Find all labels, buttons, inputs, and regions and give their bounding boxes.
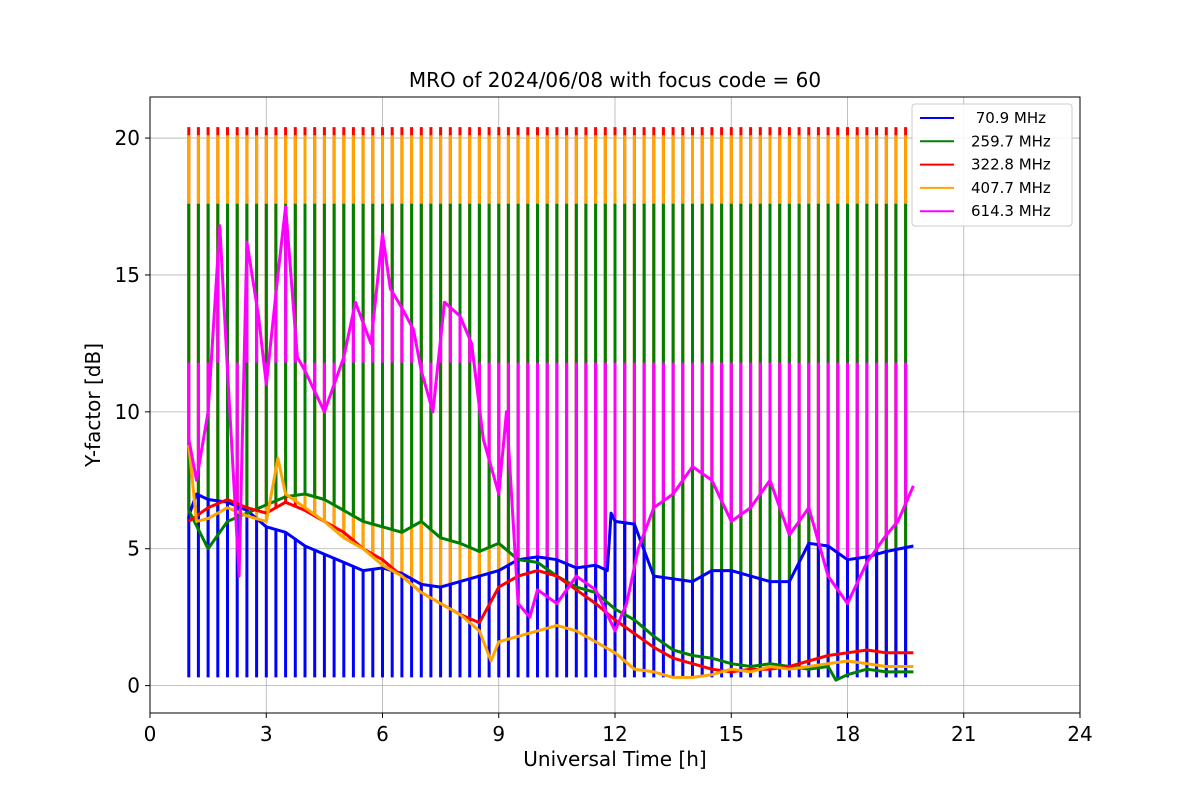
- x-tick-label: 9: [492, 722, 505, 746]
- x-axis-ticks: 0 3 6 9 12 15 18 21 24: [144, 713, 1093, 746]
- series-line-407-7-mhz: [187, 444, 914, 679]
- x-tick-label: 18: [835, 722, 860, 746]
- x-tick-label: 21: [951, 722, 976, 746]
- x-tick-label: 15: [719, 722, 744, 746]
- chart-title: MRO of 2024/06/08 with focus code = 60: [409, 68, 821, 92]
- y-tick-label: 20: [115, 126, 140, 150]
- legend-label: 259.7 MHz: [971, 132, 1051, 150]
- legend-label: 407.7 MHz: [971, 179, 1051, 197]
- series-lines: [187, 205, 915, 682]
- legend-label: 322.8 MHz: [971, 156, 1051, 174]
- y-tick-label: 15: [115, 263, 140, 287]
- x-tick-label: 24: [1067, 722, 1092, 746]
- y-tick-label: 0: [127, 674, 140, 698]
- series-line-614-3-mhz: [187, 205, 915, 633]
- legend-label: 70.9 MHz: [971, 109, 1046, 127]
- x-tick-label: 3: [260, 722, 273, 746]
- y-tick-label: 10: [115, 400, 140, 424]
- y-axis-ticks: 0 5 10 15 20: [115, 126, 150, 698]
- calibration-spikes-70-9-mhz: [187, 494, 908, 678]
- y-tick-label: 5: [127, 537, 140, 561]
- x-tick-label: 12: [602, 722, 627, 746]
- calibration-spikes: [187, 127, 908, 680]
- legend-label: 614.3 MHz: [971, 202, 1051, 220]
- x-tick-label: 0: [144, 722, 157, 746]
- series-line-322-8-mhz: [187, 498, 914, 674]
- x-axis-label: Universal Time [h]: [523, 747, 706, 771]
- series-line-70-9-mhz: [187, 492, 914, 589]
- legend: 70.9 MHz 259.7 MHz 322.8 MHz 407.7 MHz 614.3…: [911, 103, 1073, 227]
- x-tick-label: 6: [376, 722, 389, 746]
- y-axis-label: Y-factor [dB]: [81, 343, 105, 468]
- legend-frame: [911, 103, 1073, 227]
